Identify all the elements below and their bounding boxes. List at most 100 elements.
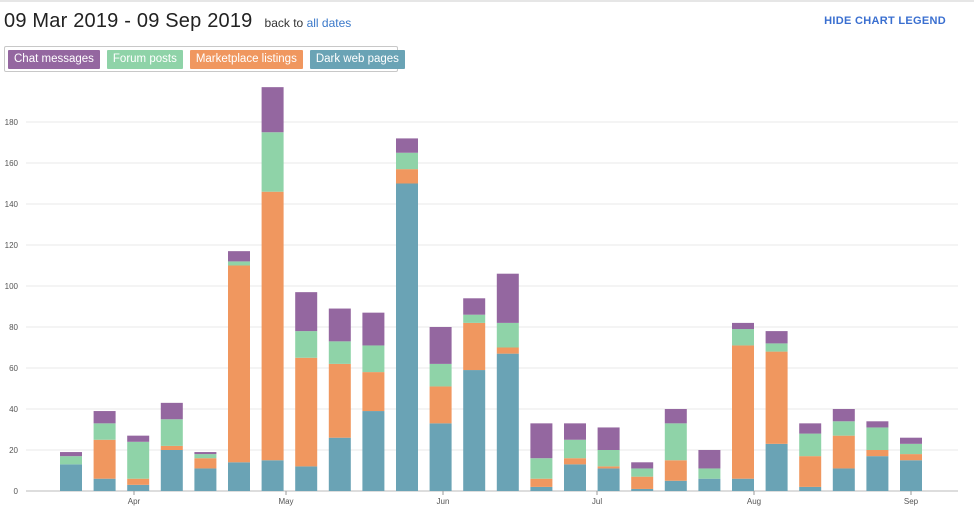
y-tick-label: 120: [5, 241, 19, 250]
bar-segment: [564, 439, 586, 459]
bar-segment: [866, 450, 889, 457]
bar-segment: [597, 468, 620, 491]
bar-segment: [228, 251, 250, 262]
bar-segment: [564, 423, 586, 440]
bar-segment: [396, 152, 418, 170]
hide-chart-legend-button[interactable]: HIDE CHART LEGEND: [824, 15, 946, 27]
bar-segment: [496, 273, 519, 323]
bar-segment: [194, 468, 217, 491]
bar-segment: [530, 478, 553, 487]
bar-segment: [631, 468, 654, 477]
bar-segment: [832, 421, 855, 436]
bar-segment: [295, 357, 318, 467]
bar-segment: [228, 462, 250, 491]
bar-segment: [631, 488, 654, 491]
bar-segment: [530, 423, 553, 459]
bar-segment: [396, 183, 418, 491]
y-tick-label: 80: [9, 323, 18, 332]
bar-segment: [765, 443, 788, 491]
bar-segment: [194, 454, 217, 459]
bar-segment: [295, 331, 318, 358]
bar-segment: [631, 462, 654, 469]
legend-forum-posts[interactable]: Forum posts: [106, 49, 183, 69]
bar-segment: [597, 427, 620, 450]
bar-segment: [698, 468, 721, 479]
bar-segment: [160, 450, 183, 491]
y-tick-label: 20: [9, 446, 18, 455]
bar-segment: [60, 452, 82, 457]
date-range-title: 09 Mar 2019 - 09 Sep 2019: [4, 10, 253, 32]
bar-segment: [362, 312, 385, 346]
bar-segment: [866, 427, 889, 450]
bar-segment: [698, 478, 721, 491]
bar-segment: [60, 464, 82, 491]
bar-segment: [463, 370, 486, 491]
bar-segment: [496, 322, 519, 348]
back-to-text: back to all dates: [265, 16, 352, 30]
x-tick-label: Jun: [437, 497, 450, 506]
legend-chat-messages[interactable]: Chat messages: [8, 49, 100, 69]
bar-segment: [597, 450, 620, 467]
bar-segment: [564, 458, 586, 465]
bar-segment: [261, 191, 284, 461]
bar-segment: [496, 353, 519, 491]
bar-segment: [732, 478, 754, 491]
bar-segment: [631, 476, 654, 489]
bar-segment: [228, 261, 250, 266]
bar-segment: [228, 265, 250, 463]
x-tick-label: May: [278, 497, 293, 506]
bar-segment: [900, 437, 922, 444]
bar-segment: [328, 363, 351, 438]
bar-segment: [93, 423, 116, 440]
bar-segment: [429, 327, 452, 364]
y-tick-label: 100: [5, 282, 19, 291]
bar-segment: [664, 409, 687, 424]
bar-segment: [429, 386, 452, 424]
legend-marketplace-listings[interactable]: Marketplace listings: [189, 49, 303, 69]
chart-legend: Chat messages Forum posts Marketplace li…: [4, 46, 405, 72]
legend-dark-web-pages[interactable]: Dark web pages: [309, 49, 405, 69]
bar-segment: [832, 435, 855, 469]
bar-segment: [93, 411, 116, 424]
back-prefix: back to: [264, 16, 304, 30]
y-tick-label: 0: [14, 487, 19, 496]
y-tick-label: 140: [5, 200, 19, 209]
bar-segment: [261, 87, 284, 133]
bar-segment: [597, 466, 620, 469]
bar-segment: [799, 486, 822, 491]
bar-segment: [564, 464, 586, 491]
bar-segment: [698, 450, 721, 469]
bar-segment: [328, 437, 351, 491]
y-tick-label: 40: [9, 405, 18, 414]
bar-segment: [530, 458, 553, 479]
x-tick-label: Aug: [747, 497, 761, 506]
bar-segment: [765, 331, 788, 344]
y-tick-label: 160: [5, 159, 19, 168]
bar-segment: [799, 423, 822, 434]
all-dates-link[interactable]: all dates: [306, 16, 352, 30]
bar-segment: [832, 468, 855, 491]
bar-segment: [765, 351, 788, 444]
bar-segment: [463, 322, 486, 371]
bar-segment: [328, 341, 351, 364]
bar-segment: [765, 343, 788, 352]
bar-segment: [127, 478, 150, 485]
bar-segment: [900, 443, 922, 455]
bar-segment: [463, 314, 486, 323]
bar-segment: [496, 347, 519, 354]
bar-segment: [60, 456, 82, 465]
x-tick-label: Jul: [592, 497, 602, 506]
bar-segment: [664, 480, 687, 491]
bar-segment: [93, 478, 116, 491]
bar-segment: [160, 402, 183, 420]
bar-segment: [362, 345, 385, 373]
bar-segment: [866, 456, 889, 491]
bar-segment: [900, 454, 922, 461]
y-tick-label: 60: [9, 364, 18, 373]
bar-segment: [160, 419, 183, 446]
bar-segment: [732, 345, 754, 479]
bar-segment: [93, 439, 116, 479]
header: 09 Mar 2019 - 09 Sep 2019 back to all da…: [4, 10, 351, 33]
bar-segment: [127, 435, 150, 442]
bar-segment: [732, 329, 754, 346]
